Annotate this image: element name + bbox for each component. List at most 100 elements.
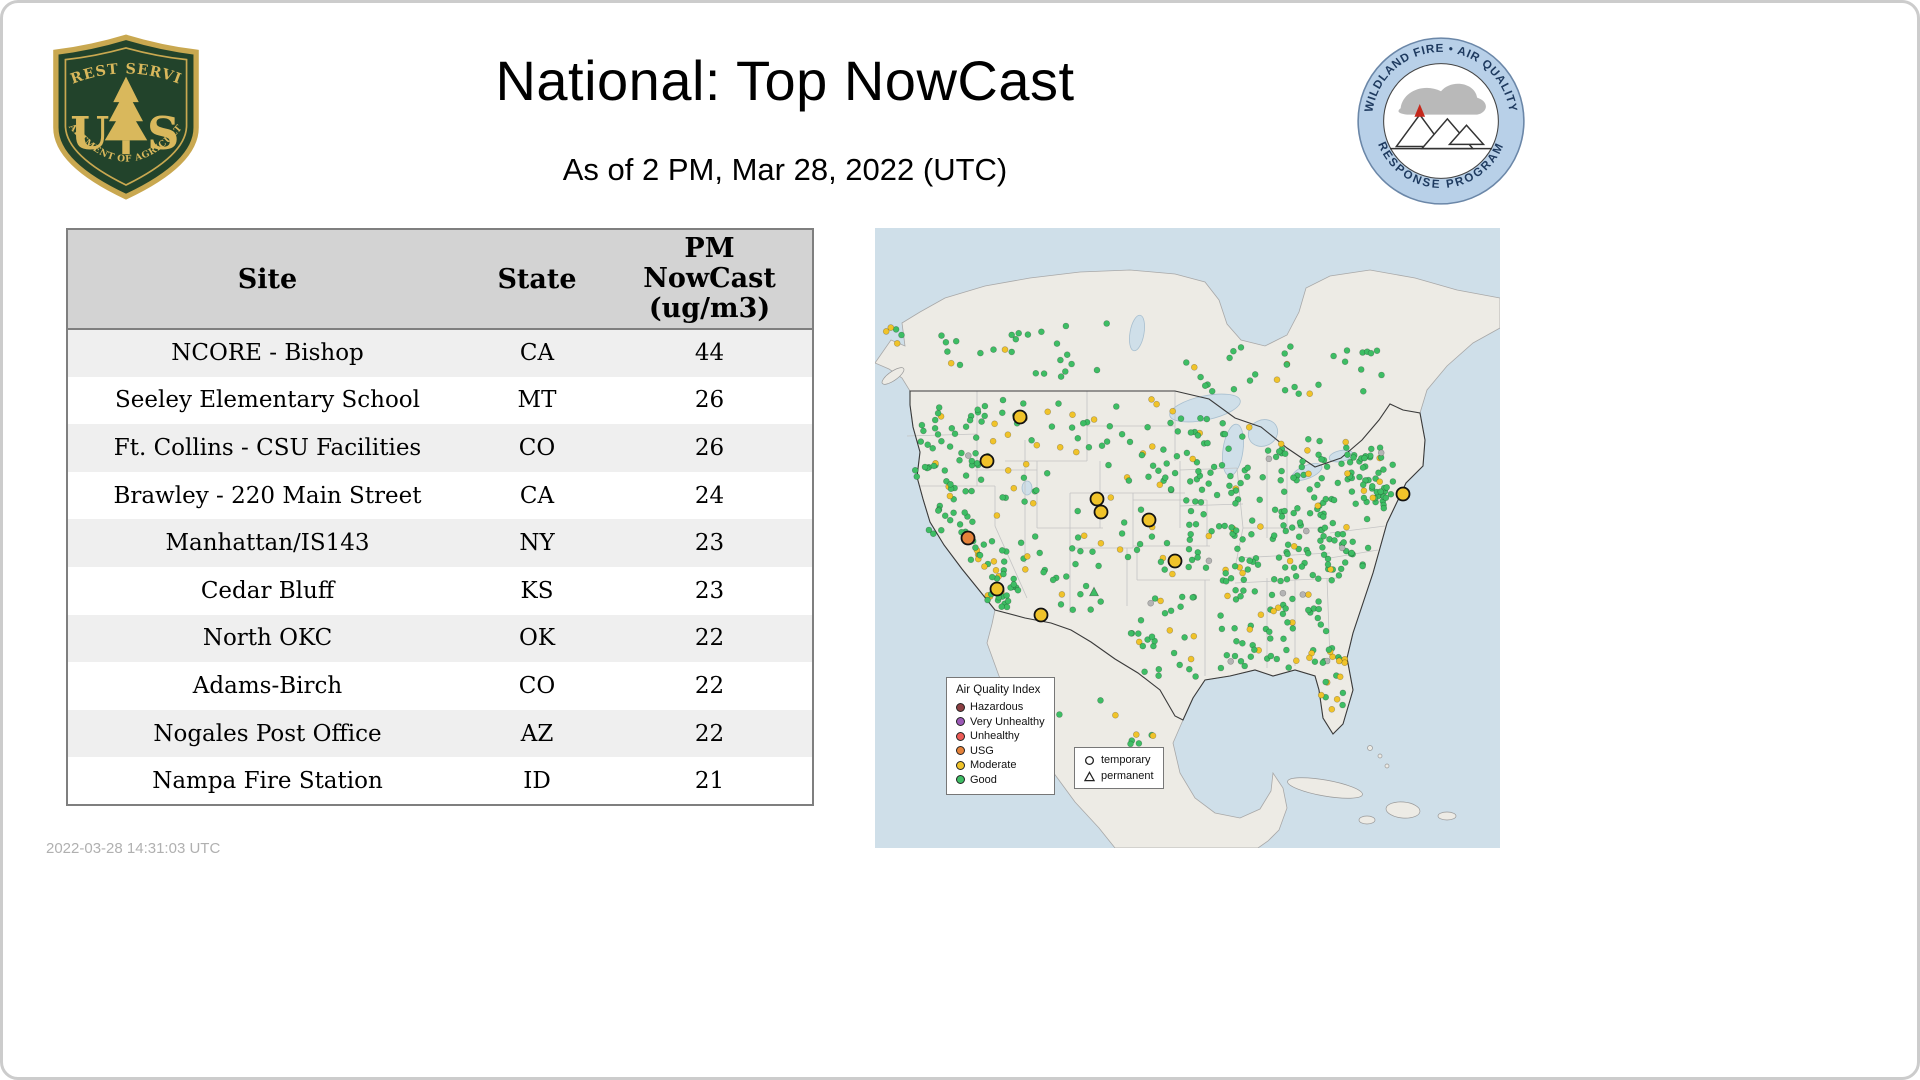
aqi-legend-item: Unhealthy bbox=[956, 729, 1045, 744]
map-highlight-layer bbox=[960, 409, 1411, 623]
table-header-row: Site State PM NowCast (ug/m3) bbox=[67, 229, 813, 330]
value-cell: 22 bbox=[694, 720, 725, 747]
table-row: Nogales Post Office AZ 22 bbox=[67, 709, 813, 758]
value-cell: 22 bbox=[694, 672, 725, 699]
site-marker[interactable] bbox=[1167, 553, 1183, 569]
site-cell: Adams-Birch bbox=[192, 672, 343, 699]
value-cell: 26 bbox=[694, 434, 725, 461]
aqi-level-label: USG bbox=[970, 744, 994, 757]
site-marker[interactable] bbox=[1033, 607, 1049, 623]
value-cell: 23 bbox=[694, 530, 725, 557]
wfaqrp-logo: WILDLAND FIRE • AIR QUALITY RESPONSE PRO… bbox=[1357, 37, 1525, 205]
shield-letter-s: S bbox=[147, 107, 179, 160]
state-cell: OK bbox=[518, 625, 556, 652]
site-marker[interactable] bbox=[1141, 512, 1157, 528]
aqi-color-dot bbox=[956, 717, 965, 727]
pine-tree-icon bbox=[104, 76, 148, 155]
aqi-level-label: Good bbox=[970, 773, 997, 786]
state-cell: KS bbox=[520, 577, 554, 604]
permanent-site-marker bbox=[1088, 586, 1100, 597]
table-row: North OKC OK 22 bbox=[67, 614, 813, 663]
forest-service-logo: FOREST SERVICE U S DEPARTMENT OF AGRICUL… bbox=[46, 32, 199, 200]
site-marker[interactable] bbox=[1395, 486, 1411, 502]
temporary-label: temporary bbox=[1101, 754, 1151, 766]
state-cell: CO bbox=[518, 434, 556, 461]
site-marker[interactable] bbox=[1012, 409, 1028, 425]
value-cell: 24 bbox=[694, 482, 725, 509]
site-cell: Cedar Bluff bbox=[200, 577, 335, 604]
state-cell: CA bbox=[519, 482, 555, 509]
table-row: Cedar Bluff KS 23 bbox=[67, 567, 813, 615]
site-cell: Seeley Elementary School bbox=[115, 387, 420, 414]
table-row: Adams-Birch CO 22 bbox=[67, 662, 813, 710]
aqi-legend-item: Good bbox=[956, 773, 1045, 788]
site-cell: Manhattan/IS143 bbox=[165, 530, 370, 557]
islands bbox=[881, 367, 1457, 825]
map-dots-layer bbox=[882, 320, 1397, 757]
nowcast-table: Site State PM NowCast (ug/m3) NCORE - Bi… bbox=[66, 228, 814, 806]
marker-type-legend: temporary permanent bbox=[1074, 747, 1164, 789]
value-cell: 44 bbox=[694, 340, 725, 367]
aqi-legend-item: Moderate bbox=[956, 758, 1045, 773]
state-cell: NY bbox=[519, 530, 555, 557]
aqi-level-label: Very Unhealthy bbox=[970, 715, 1045, 728]
aqi-color-dot bbox=[956, 731, 965, 741]
generated-timestamp: 2022-03-28 14:31:03 UTC bbox=[46, 840, 221, 857]
column-header-state: State bbox=[467, 229, 607, 330]
site-cell: Ft. Collins - CSU Facilities bbox=[113, 434, 422, 461]
site-cell: North OKC bbox=[202, 625, 333, 652]
table-row: Seeley Elementary School MT 26 bbox=[67, 377, 813, 425]
aqi-level-label: Hazardous bbox=[970, 701, 1024, 713]
aqi-level-label: Unhealthy bbox=[970, 730, 1020, 742]
state-cell: CA bbox=[519, 340, 555, 367]
aqi-color-dot bbox=[956, 746, 965, 756]
permanent-legend-row: permanent bbox=[1084, 770, 1154, 782]
site-marker[interactable] bbox=[979, 453, 995, 469]
aqi-color-dot bbox=[956, 702, 965, 712]
table-row: NCORE - Bishop CA 44 bbox=[67, 329, 813, 377]
aqi-color-dot bbox=[956, 760, 965, 770]
aqi-color-dot bbox=[956, 775, 965, 785]
aqi-legend-item: Hazardous bbox=[956, 700, 1045, 715]
flame-icon bbox=[1414, 104, 1426, 117]
aqi-level-label: Moderate bbox=[970, 759, 1017, 771]
value-cell: 22 bbox=[694, 625, 725, 652]
state-cell: CO bbox=[518, 672, 556, 699]
temporary-legend-row: temporary bbox=[1084, 754, 1154, 766]
page-subtitle: As of 2 PM, Mar 28, 2022 (UTC) bbox=[562, 152, 1008, 187]
permanent-triangle-icon bbox=[1084, 770, 1095, 781]
site-cell: Nogales Post Office bbox=[153, 720, 382, 747]
site-marker[interactable] bbox=[1093, 504, 1109, 520]
column-header-site: Site bbox=[67, 229, 467, 330]
site-marker[interactable] bbox=[1089, 491, 1105, 507]
aqi-legend: Air Quality Index Hazardous Very Unhealth… bbox=[946, 677, 1055, 795]
aqi-legend-item: Very Unhealthy bbox=[956, 715, 1045, 730]
value-cell: 21 bbox=[694, 767, 725, 794]
aqi-legend-title: Air Quality Index bbox=[956, 684, 1041, 696]
us-border-outline bbox=[909, 390, 1426, 735]
site-marker[interactable] bbox=[989, 581, 1005, 597]
aqi-legend-item: USG bbox=[956, 744, 1045, 759]
permanent-label: permanent bbox=[1101, 770, 1154, 782]
state-cell: MT bbox=[517, 387, 557, 414]
state-cell: ID bbox=[523, 767, 551, 794]
value-cell: 26 bbox=[694, 387, 725, 414]
table-row: Manhattan/IS143 NY 23 bbox=[67, 519, 813, 567]
great-lakes bbox=[1021, 314, 1354, 496]
mountains-icon bbox=[1390, 113, 1492, 150]
table-row: Brawley - 220 Main Street CA 24 bbox=[67, 472, 813, 520]
map-canvas[interactable]: Air Quality Index Hazardous Very Unhealth… bbox=[875, 228, 1500, 848]
state-cell: AZ bbox=[520, 720, 554, 747]
nowcast-table-body: NCORE - Bishop CA 44 Seeley Elementary Scho… bbox=[67, 329, 813, 805]
aqi-legend-list: Hazardous Very Unhealthy Unhealthy USG Moder… bbox=[956, 700, 1045, 787]
temporary-circle-icon bbox=[1085, 755, 1094, 765]
site-cell: NCORE - Bishop bbox=[171, 340, 364, 367]
table-row: Ft. Collins - CSU Facilities CO 26 bbox=[67, 424, 813, 472]
value-cell: 23 bbox=[694, 577, 725, 604]
site-cell: Brawley - 220 Main Street bbox=[113, 482, 422, 509]
site-cell: Nampa Fire Station bbox=[152, 767, 383, 794]
shield-letter-u: U bbox=[70, 107, 109, 160]
table-row: Nampa Fire Station ID 21 bbox=[67, 757, 813, 805]
site-marker[interactable] bbox=[960, 530, 976, 546]
page-title: National: Top NowCast bbox=[495, 49, 1075, 112]
